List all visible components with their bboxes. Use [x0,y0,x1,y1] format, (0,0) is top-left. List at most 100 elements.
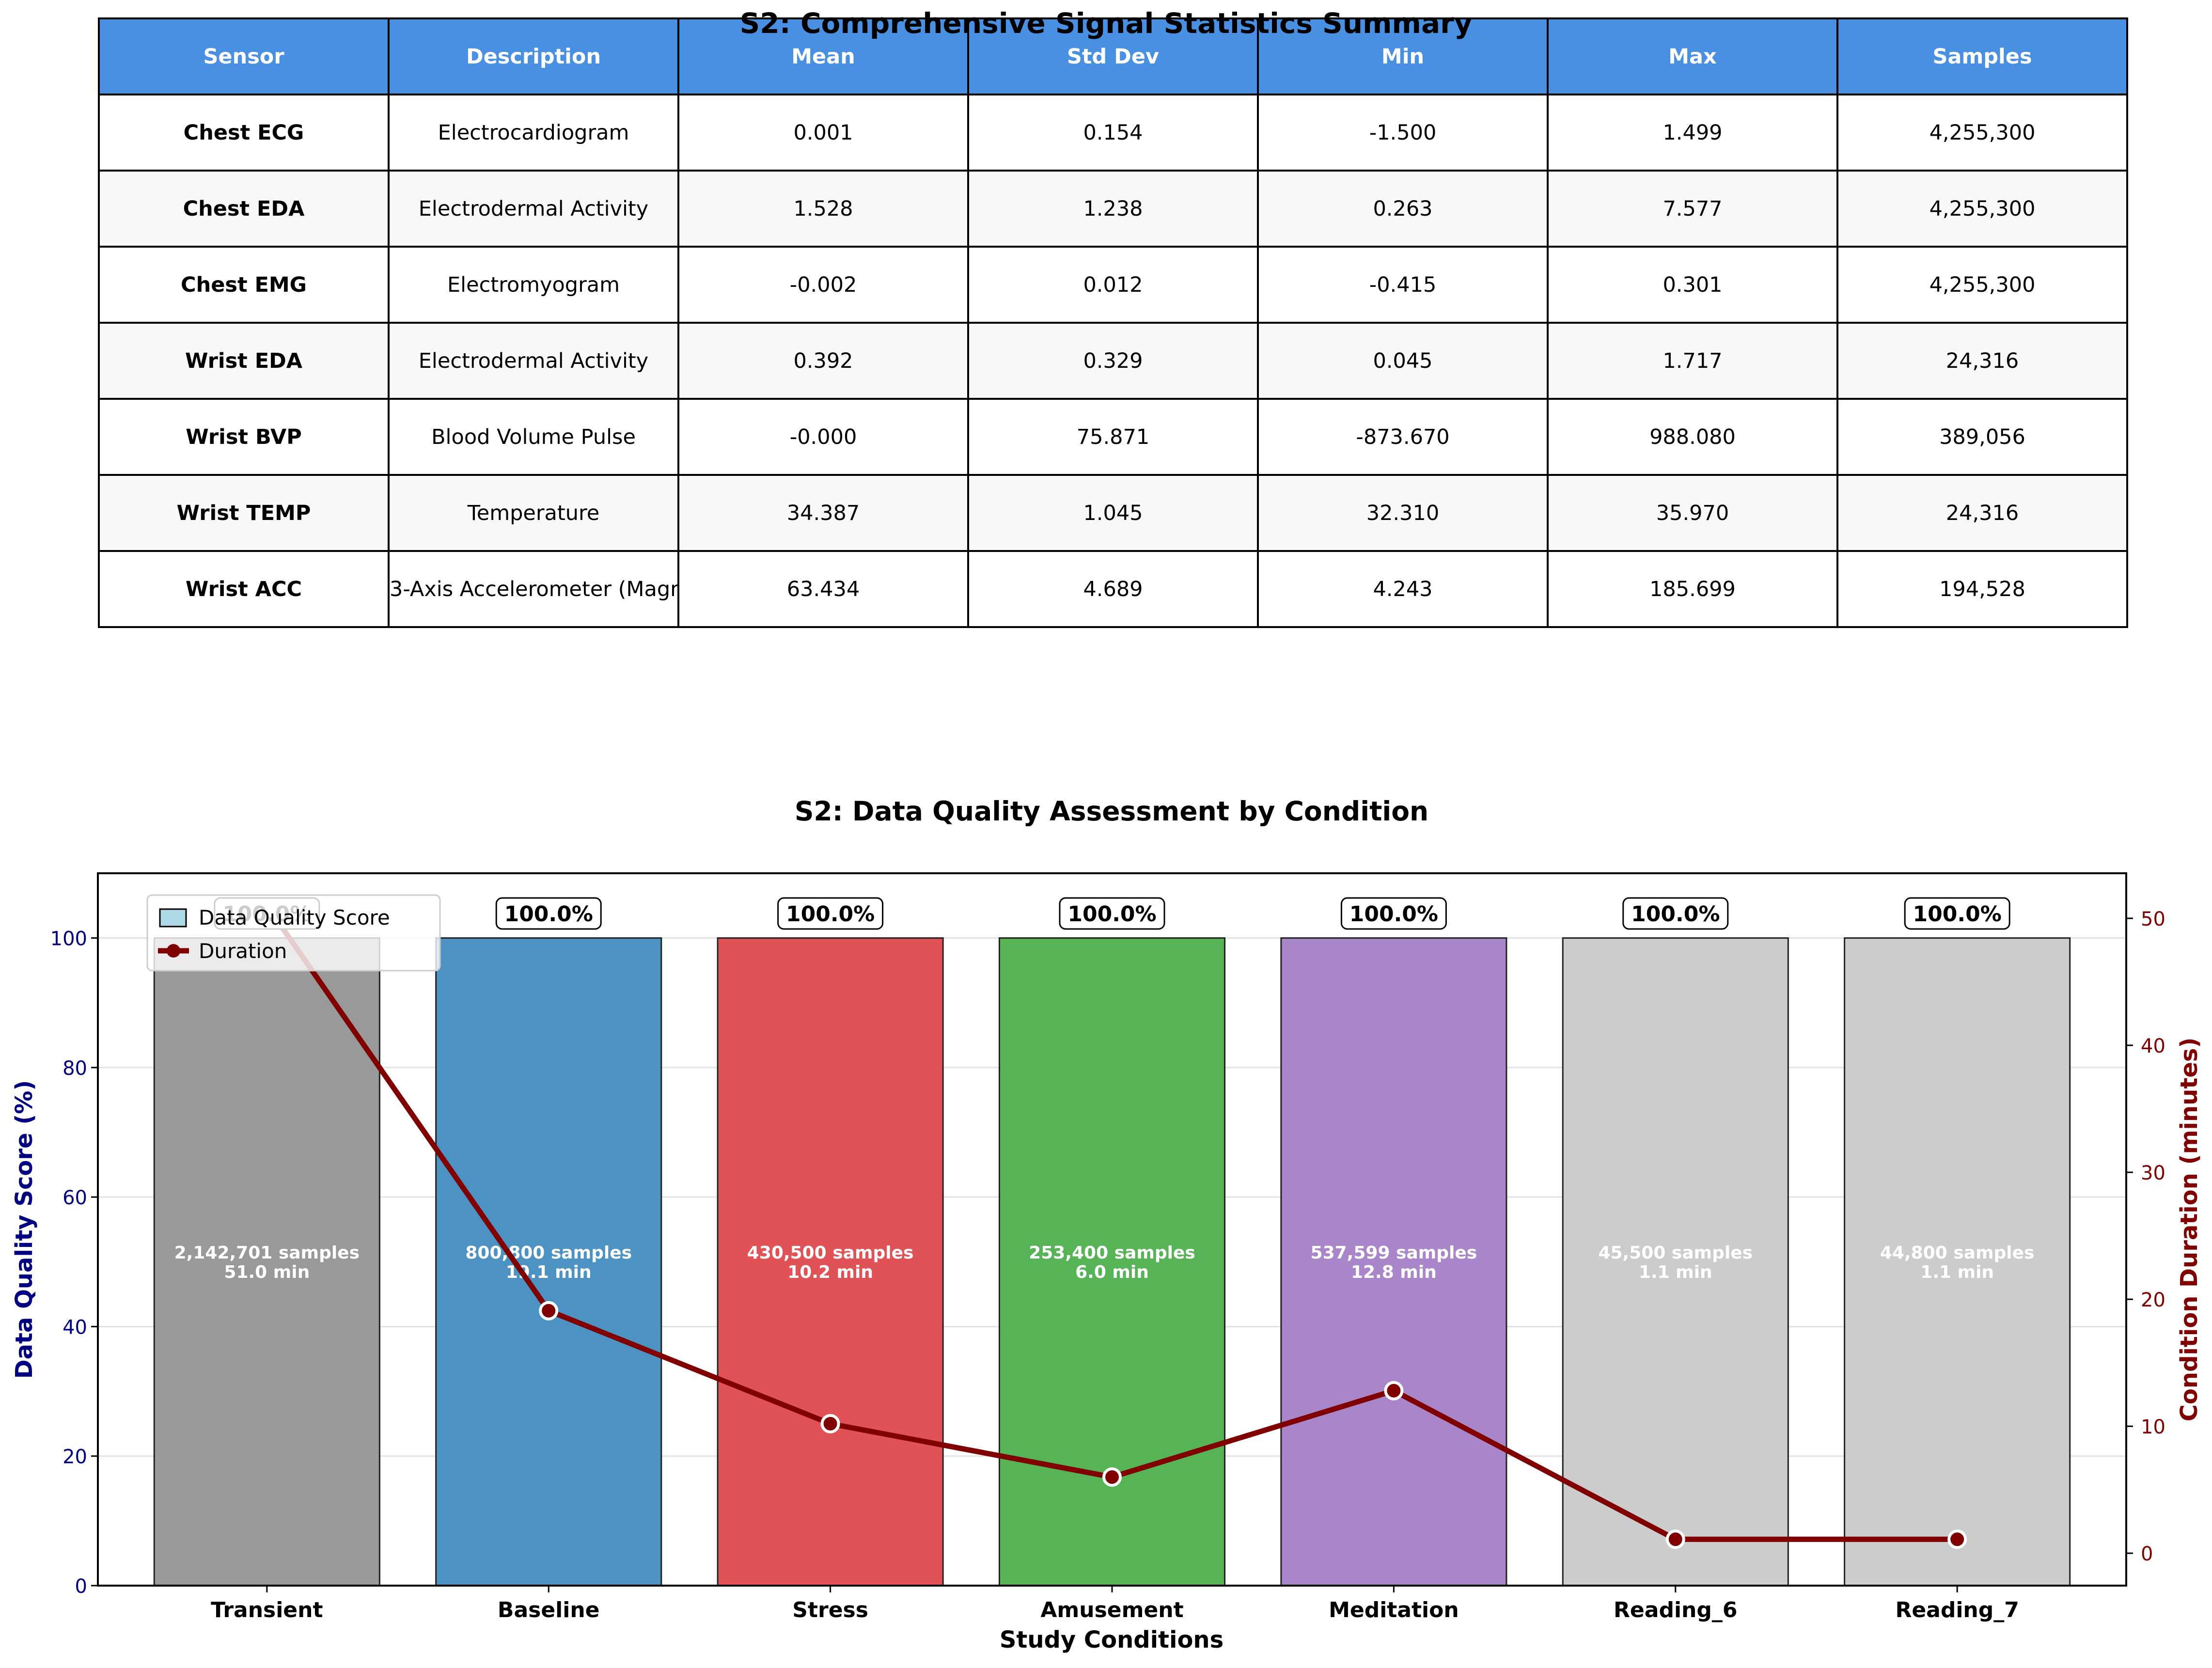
bar-duration-label: 51.0 min [224,1262,310,1282]
y2-tick-label: 50 [2141,908,2165,930]
table-cell: 75.871 [967,398,1259,476]
table-cell: 185.699 [1547,550,1838,628]
table-cell: 988.080 [1547,398,1838,476]
table-cell: 4.243 [1257,550,1549,628]
table-cell: 194,528 [1836,550,2128,628]
x-axis-label: Study Conditions [1000,1626,1224,1653]
table-cell: 34.387 [677,474,969,552]
bar-duration-label: 10.2 min [787,1262,873,1282]
value-label: 100.0% [1913,902,2002,927]
table-title: S2: Comprehensive Signal Statistics Summ… [739,7,1473,40]
y2-tick-label: 40 [2141,1035,2165,1057]
y2-axis-label: Condition Duration (minutes) [2176,1038,2203,1422]
table-cell: 4,255,300 [1836,246,2128,324]
table-cell: 4.689 [967,550,1259,628]
table-cell: 24,316 [1836,322,2128,400]
y2-tick-label: 10 [2141,1416,2165,1438]
table-cell: 0.329 [967,322,1259,400]
y-tick-label: 20 [63,1446,87,1468]
bar-meditation [1280,937,1507,1587]
table-cell: 32.310 [1257,474,1549,552]
value-label-box [1059,897,1165,930]
bar-duration-label: 6.0 min [1075,1262,1149,1282]
value-label: 100.0% [1631,902,1720,927]
value-label: 100.0% [1349,902,1438,927]
bar-samples-label: 800,800 samples [465,1243,632,1263]
duration-point [1102,1467,1122,1487]
table-cell: 24,316 [1836,474,2128,552]
x-tick-label: Meditation [1329,1598,1459,1622]
table-cell: Electrodermal Activity [388,322,679,400]
chart-title: S2: Data Quality Assessment by Condition [795,796,1428,827]
table-cell: -0.415 [1257,246,1549,324]
y-axis-label: Data Quality Score (%) [11,1080,38,1379]
y-tick-label: 0 [75,1575,87,1598]
table-row: Chest EDA Electrodermal Activity 1.528 1… [98,170,2128,248]
table-cell: 0.045 [1257,322,1549,400]
table-cell: Chest ECG [98,94,390,172]
table-cell: 0.263 [1257,170,1549,248]
table-row: Wrist BVP Blood Volume Pulse -0.000 75.8… [98,398,2128,476]
table-cell: -0.002 [677,246,969,324]
table-cell: Wrist BVP [98,398,390,476]
legend-frame [146,894,441,972]
value-label-box [1904,897,2010,930]
bar-samples-label: 45,500 samples [1598,1243,1753,1263]
table-cell: 0.001 [677,94,969,172]
table-cell: Wrist TEMP [98,474,390,552]
y-tick-label: 40 [63,1316,87,1338]
x-tick-label: Amusement [1040,1598,1183,1622]
table-row: Wrist EDA Electrodermal Activity 0.392 0… [98,322,2128,400]
y2-tick-label: 20 [2141,1289,2165,1311]
y2-tick-label: 30 [2141,1162,2165,1184]
bar-stress [717,937,944,1587]
stats-table: Sensor Description Mean Std Dev Min Max … [98,17,2128,628]
x-tick-label: Reading_7 [1895,1598,2019,1622]
y2-tick-label: 0 [2141,1543,2153,1565]
column-header-max: Max [1547,17,1838,95]
x-tick-label: Baseline [498,1598,600,1622]
table-cell: 0.392 [677,322,969,400]
table-cell: -873.670 [1257,398,1549,476]
bar-samples-label: 44,800 samples [1880,1243,2035,1263]
table-cell: 3-Axis Accelerometer (Magnitude) [388,550,679,628]
value-label-box [495,897,602,930]
column-header-samples: Samples [1836,17,2128,95]
bar-samples-label: 430,500 samples [747,1243,914,1263]
table-cell: 63.434 [677,550,969,628]
table-cell: 1.045 [967,474,1259,552]
table-cell: 0.012 [967,246,1259,324]
table-cell: -0.000 [677,398,969,476]
table-cell: Blood Volume Pulse [388,398,679,476]
value-label-box [1340,897,1447,930]
bar-samples-label: 537,599 samples [1311,1243,1477,1263]
table-cell: 0.154 [967,94,1259,172]
duration-point [1384,1381,1404,1400]
table-cell: 1.528 [677,170,969,248]
table-cell: 7.577 [1547,170,1838,248]
table-row: Wrist ACC 3-Axis Accelerometer (Magnitud… [98,550,2128,628]
value-label: 100.0% [786,902,875,927]
legend-label-quality: Data Quality Score [199,906,390,929]
table-cell: 389,056 [1836,398,2128,476]
legend: Data Quality Score Duration [146,894,441,972]
bar-transient [153,937,380,1587]
table-cell: Temperature [388,474,679,552]
table-cell: -1.500 [1257,94,1549,172]
value-label: 100.0% [504,902,593,927]
duration-point [820,1414,840,1433]
bar-reading-6 [1562,937,1789,1587]
table-cell: Chest EMG [98,246,390,324]
table-cell: 1.499 [1547,94,1838,172]
value-label-box [777,897,884,930]
column-header-min: Min [1257,17,1549,95]
table-cell: 0.301 [1547,246,1838,324]
table-cell: 4,255,300 [1836,170,2128,248]
column-header-std-dev: Std Dev [967,17,1259,95]
x-tick-label: Stress [792,1598,868,1622]
table-cell: Electromyogram [388,246,679,324]
table-row: Wrist TEMP Temperature 34.387 1.045 32.3… [98,474,2128,552]
table-cell: 4,255,300 [1836,94,2128,172]
table-row: Chest ECG Electrocardiogram 0.001 0.154 … [98,94,2128,172]
